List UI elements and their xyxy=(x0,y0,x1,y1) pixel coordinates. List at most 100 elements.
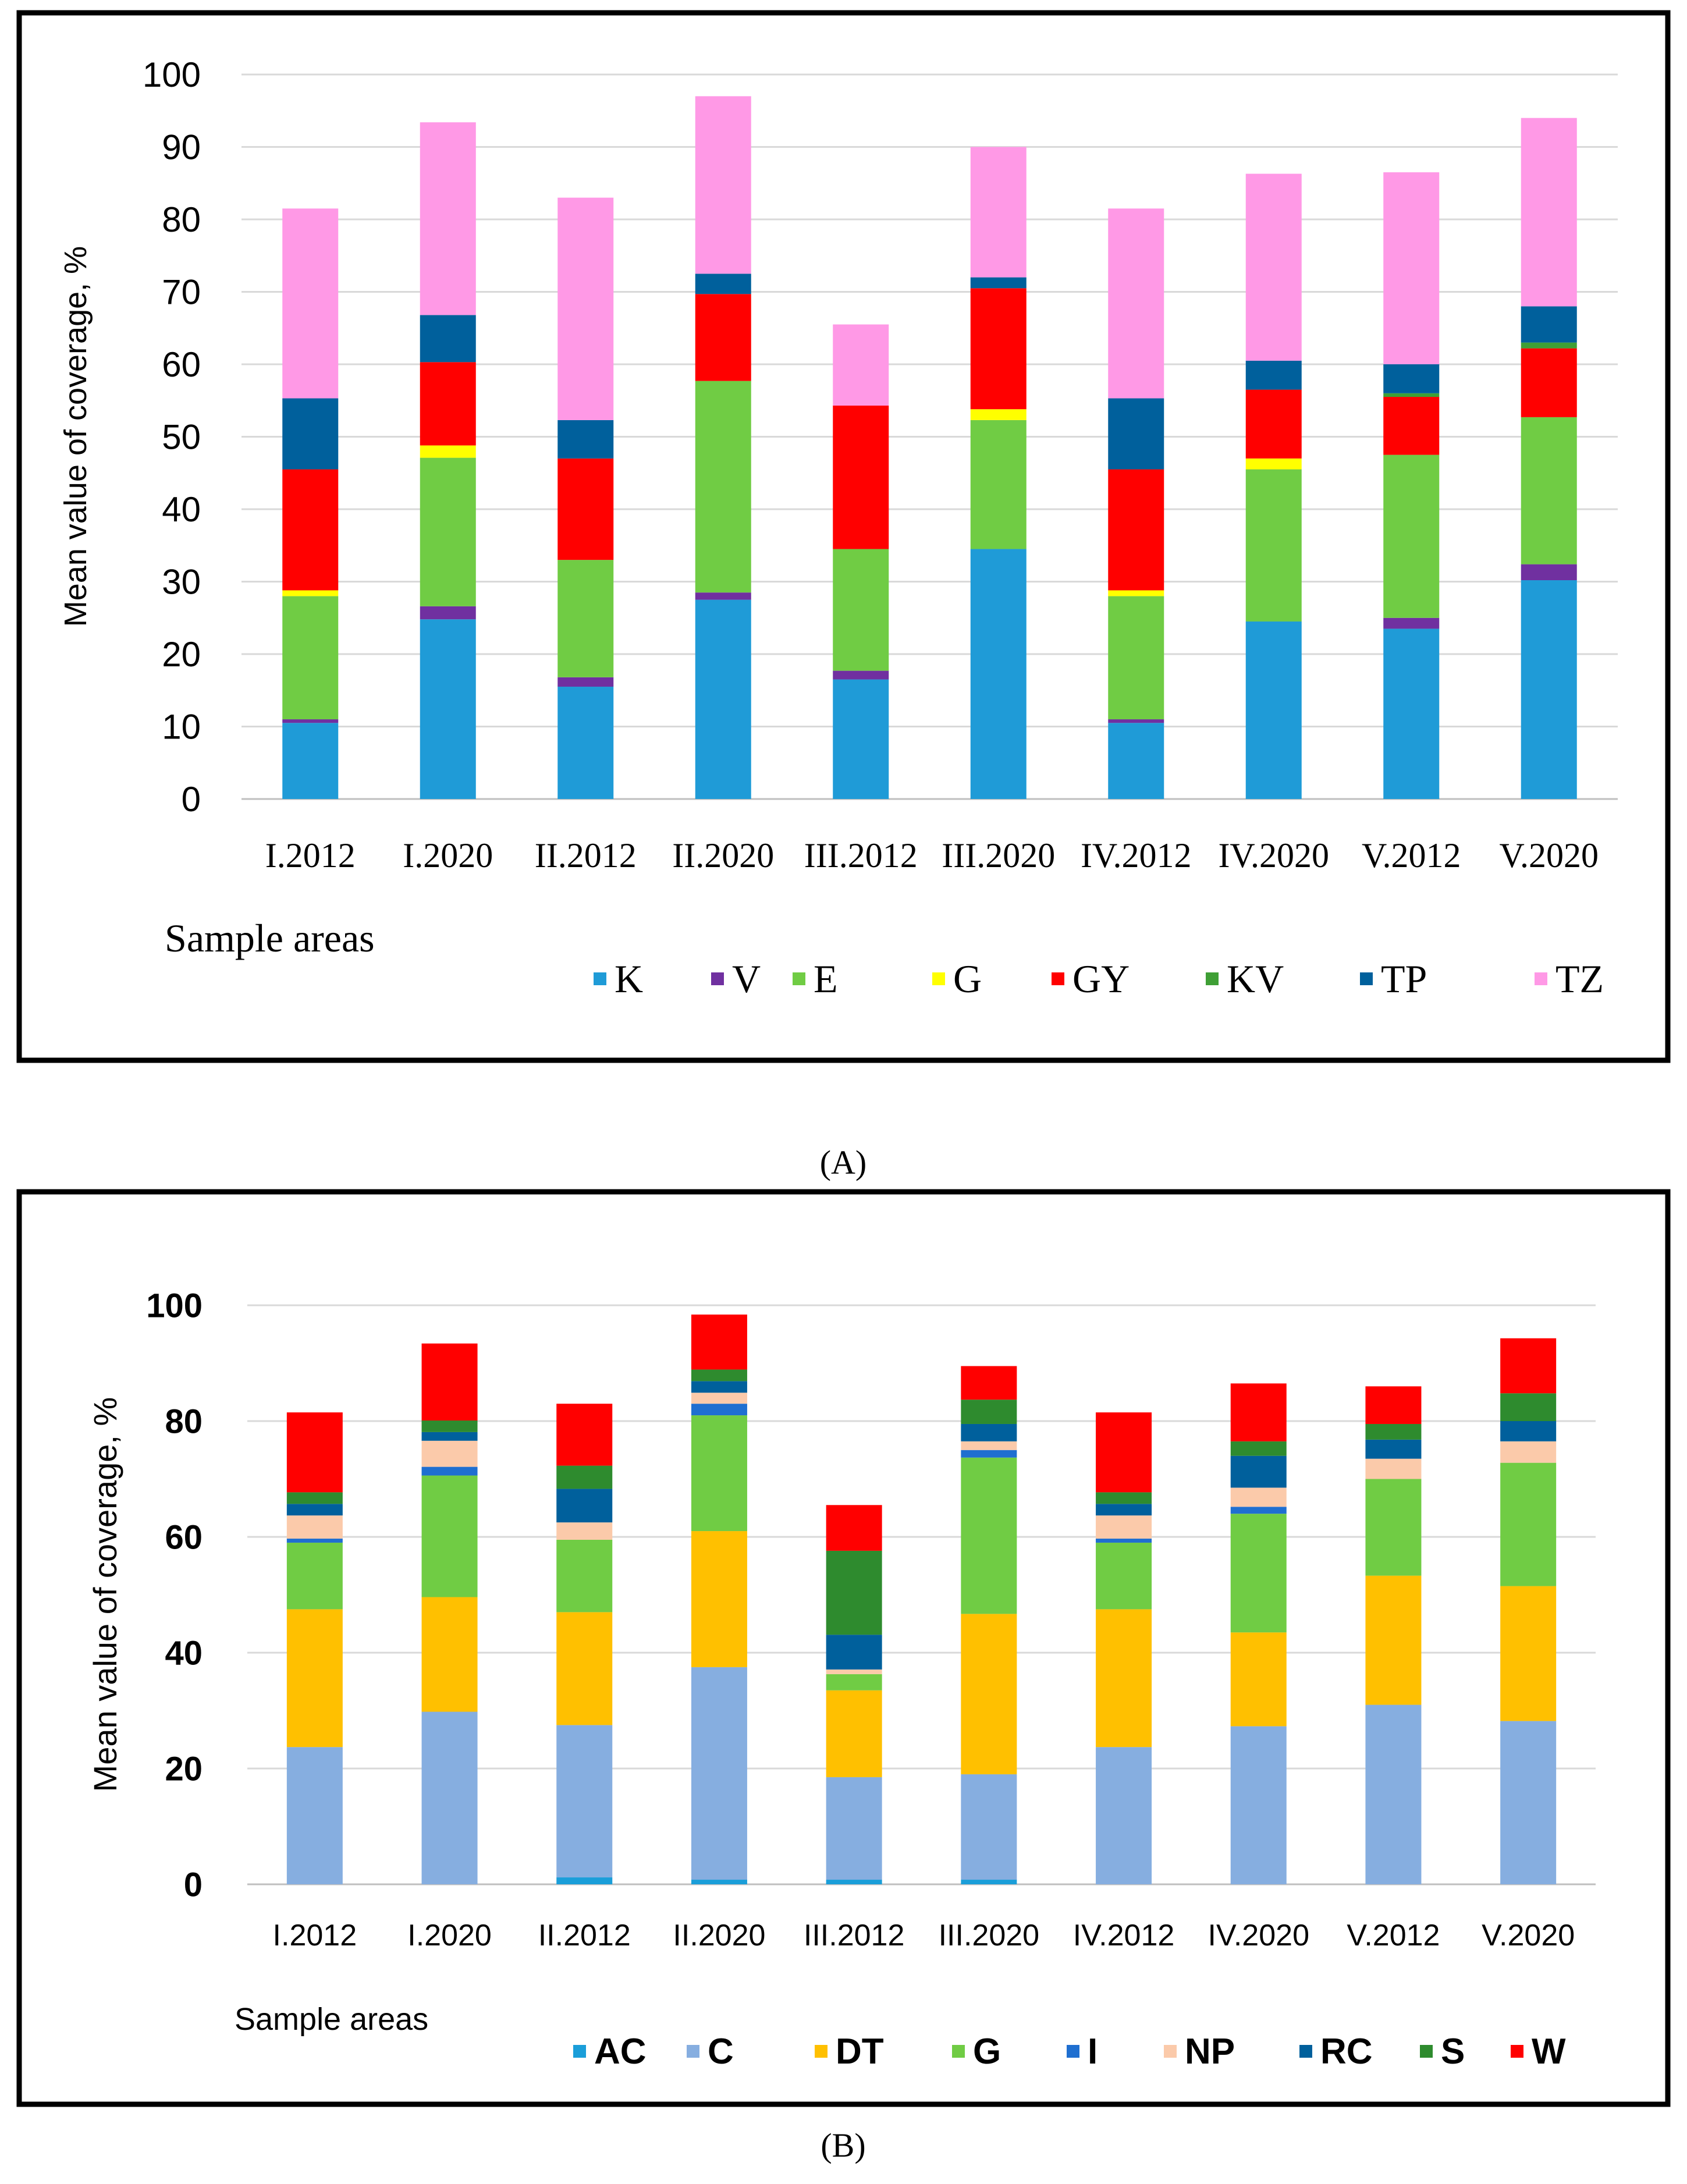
bar-iv-2020-w xyxy=(1230,1383,1287,1441)
chart-a: 0 10 20 30 40 50 60 70 80 90 100 Mean value of cove… xyxy=(58,55,1618,1001)
bar-iii-2020-k xyxy=(970,549,1027,799)
x-tick-label: IV.2012 xyxy=(1081,836,1192,875)
bar-i-2012-s xyxy=(286,1492,343,1504)
bar-v-2020-gy xyxy=(1521,348,1577,417)
bar-ii-2020-rc xyxy=(691,1381,747,1393)
bar-i-2020-tz xyxy=(420,122,476,315)
legend-swatch-k xyxy=(594,972,606,985)
bar-v-2020-dt xyxy=(1500,1586,1557,1721)
bar-v-2012-c xyxy=(1365,1704,1422,1884)
bar-i-2020-w xyxy=(421,1343,478,1421)
bar-v-2012-v xyxy=(1383,617,1440,629)
bar-iii-2012-s xyxy=(826,1550,882,1635)
bar-ii-2012-tz xyxy=(557,197,614,420)
bar-ii-2020-g xyxy=(691,1415,747,1532)
bar-iii-2012-tz xyxy=(833,324,889,406)
bar-iii-2020-w xyxy=(961,1366,1017,1400)
panel-b-frame xyxy=(16,1189,1671,2107)
bar-ii-2012-k xyxy=(557,687,614,799)
legend-label-s: S xyxy=(1441,2032,1465,2072)
bar-ii-2020-s xyxy=(691,1369,747,1382)
bar-v-2012-np xyxy=(1365,1458,1422,1479)
legend-label-k: K xyxy=(615,957,643,1001)
bar-i-2020-tp xyxy=(420,315,476,363)
bar-i-2020-v xyxy=(420,606,476,620)
bar-iv-2020-k xyxy=(1245,621,1302,799)
bar-ii-2020-gy xyxy=(695,294,751,381)
bar-ii-2020-i xyxy=(691,1404,747,1416)
bar-iii-2020-g xyxy=(961,1457,1017,1614)
bar-iii-2012-np xyxy=(826,1669,882,1674)
legend-swatch-v xyxy=(711,972,724,985)
x-tick-label: III.2020 xyxy=(939,1919,1039,1952)
y-tick-label: 80 xyxy=(162,200,201,239)
legend-swatch-g xyxy=(932,972,945,985)
legend-label-e: E xyxy=(814,957,838,1001)
y-axis-label: Mean value of coverage, % xyxy=(87,1397,123,1792)
y-tick-label: 50 xyxy=(162,418,201,457)
bar-iii-2012-rc xyxy=(826,1635,882,1670)
bar-iii-2012-dt xyxy=(826,1690,882,1777)
bar-iii-2012-e xyxy=(833,549,889,671)
bar-i-2020-rc xyxy=(421,1432,478,1441)
legend-swatch-e xyxy=(793,972,805,985)
legend-label-ac: AC xyxy=(594,2032,647,2072)
bar-iii-2012-g xyxy=(826,1674,882,1691)
bar-ii-2020-ac xyxy=(691,1880,747,1884)
x-tick-label: II.2012 xyxy=(535,836,637,875)
bar-i-2012-v xyxy=(282,719,339,723)
legend-swatch-dt xyxy=(815,2045,827,2058)
bar-i-2020-e xyxy=(420,457,476,606)
legend-swatch-i xyxy=(1067,2045,1079,2058)
bar-v-2020-g xyxy=(1500,1462,1557,1586)
bar-iv-2020-g xyxy=(1245,458,1302,470)
y-tick-label: 60 xyxy=(165,1518,203,1556)
panel-a-frame xyxy=(16,10,1671,1063)
bar-i-2020-k xyxy=(420,619,476,799)
bar-ii-2020-w xyxy=(691,1314,747,1370)
bar-iv-2020-rc xyxy=(1230,1455,1287,1488)
legend-label-g: G xyxy=(973,2032,1001,2072)
legend-swatch-c xyxy=(687,2045,699,2058)
bar-v-2020-rc xyxy=(1500,1421,1557,1441)
bar-v-2020-w xyxy=(1500,1338,1557,1394)
legend-label-dt: DT xyxy=(836,2032,884,2072)
y-tick-label: 100 xyxy=(146,1287,203,1324)
bar-iv-2020-e xyxy=(1245,469,1302,622)
bar-iv-2020-g xyxy=(1230,1514,1287,1633)
y-tick-label: 0 xyxy=(182,780,201,819)
chart-b: 0 20 40 60 80 100 Mean value of coverage, % I.2… xyxy=(87,1287,1596,2072)
x-axis-label: Sample areas xyxy=(165,916,375,960)
bar-iii-2012-c xyxy=(826,1777,882,1880)
bar-iii-2020-i xyxy=(961,1450,1017,1458)
x-tick-label: IV.2020 xyxy=(1218,836,1329,875)
y-tick-label: 10 xyxy=(162,708,201,747)
panel-b-label: (B) xyxy=(821,2126,865,2164)
legend-label-g: G xyxy=(953,957,982,1001)
legend-label-c: C xyxy=(708,2032,734,2072)
x-axis-label: Sample areas xyxy=(235,2002,428,2037)
bar-ii-2012-v xyxy=(557,677,614,687)
legend-swatch-w xyxy=(1511,2045,1523,2058)
bar-iii-2020-s xyxy=(961,1400,1017,1424)
bar-iv-2012-c xyxy=(1096,1747,1152,1884)
bar-iii-2012-k xyxy=(833,679,889,799)
bar-i-2012-dt xyxy=(286,1609,343,1748)
bar-i-2020-np xyxy=(421,1440,478,1467)
y-tick-label: 70 xyxy=(162,273,201,312)
y-tick-label: 80 xyxy=(165,1402,203,1440)
bar-i-2020-g xyxy=(420,445,476,458)
bar-iv-2012-gy xyxy=(1108,469,1164,591)
y-tick-label: 90 xyxy=(162,128,201,167)
bar-iv-2020-dt xyxy=(1230,1632,1287,1727)
bar-v-2020-c xyxy=(1500,1721,1557,1884)
bar-iii-2020-tz xyxy=(970,147,1027,278)
bar-ii-2020-tp xyxy=(695,274,751,294)
bar-i-2020-g xyxy=(421,1475,478,1597)
y-tick-label: 40 xyxy=(165,1634,203,1672)
bar-v-2012-rc xyxy=(1365,1439,1422,1459)
bar-ii-2020-c xyxy=(691,1667,747,1880)
legend-swatch-ac xyxy=(573,2045,586,2058)
bar-iii-2020-g xyxy=(970,409,1027,420)
